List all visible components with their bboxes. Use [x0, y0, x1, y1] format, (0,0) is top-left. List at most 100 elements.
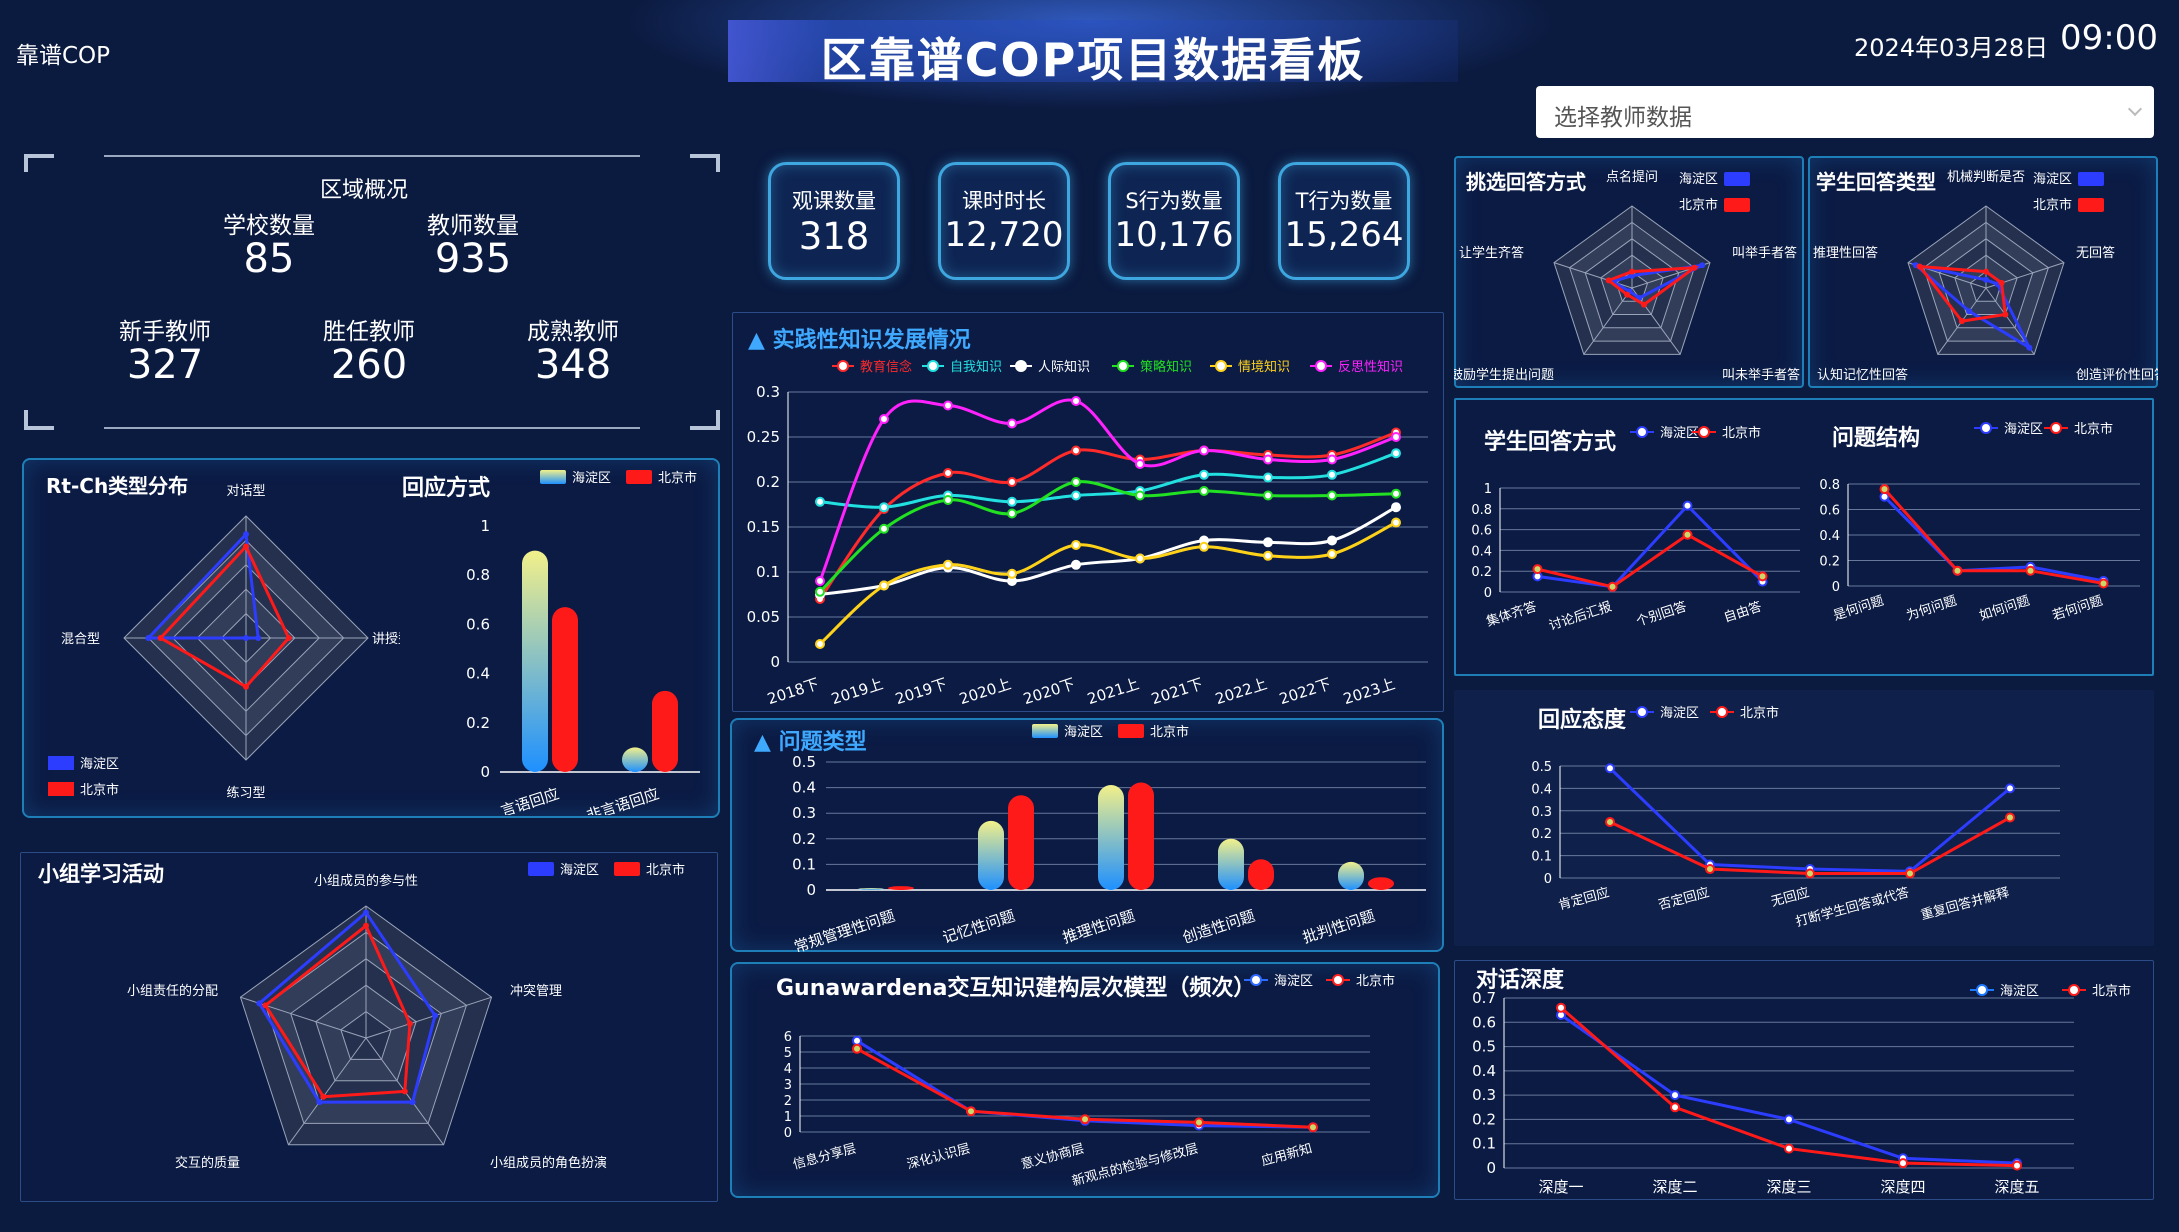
- x-tick-label: 常规管理性问题: [792, 907, 897, 952]
- bar-beijing: [888, 886, 914, 890]
- x-tick-label: 深化认识层: [905, 1141, 972, 1172]
- page-title: 区靠谱COP项目数据看板: [820, 33, 1366, 87]
- x-tick-label: 深度二: [1652, 1178, 1697, 1196]
- teacher-select[interactable]: 选择教师数据: [1536, 86, 2154, 138]
- line-point: [1391, 502, 1401, 513]
- legend-dot: [1315, 360, 1327, 372]
- legend-swatch-haidian: [528, 862, 554, 876]
- y-tick-label: 3: [784, 1078, 792, 1093]
- legend-label-haidian: 海淀区: [2000, 984, 2039, 999]
- radar-point: [1629, 268, 1635, 275]
- x-tick-label: 若何问题: [2050, 593, 2104, 624]
- group-title: 小组学习活动: [38, 862, 164, 886]
- stat-label-schools: 学校数量: [223, 213, 315, 239]
- qtype-title: ▲ 问题类型: [754, 730, 867, 755]
- legend-label-haidian: 海淀区: [560, 863, 599, 878]
- line-point: [1199, 486, 1209, 496]
- radar-point: [2002, 311, 2009, 318]
- radar-series-beijing: [1605, 265, 1700, 307]
- kpi-label: S行为数量: [1125, 189, 1223, 213]
- y-tick-label: 0.2: [1471, 565, 1492, 580]
- line-point: [815, 639, 825, 649]
- line-point: [1327, 549, 1337, 559]
- stat-value-teachers: 935: [434, 236, 512, 282]
- legend-label-haidian: 海淀区: [80, 757, 119, 772]
- line-point: [879, 414, 889, 424]
- attitude-line-chart: 海淀区 北京市 0 0.1 0.2 0.3 0.4 0.5 肯定回应 否定回应 无回应打断学生回答或…: [1531, 705, 2060, 930]
- line-point: [1263, 454, 1273, 465]
- line-series-1: [1883, 488, 2104, 585]
- y-tick-label: 0.2: [792, 830, 816, 848]
- line-point: [1135, 459, 1145, 469]
- region-frame: [24, 154, 720, 430]
- y-tick-label: 0.8: [466, 566, 490, 584]
- line-series-4: [818, 521, 1397, 646]
- line-point: [815, 586, 825, 597]
- line-point: [1007, 477, 1017, 487]
- radar-indicator-label: 鼓励学生提出问题: [1454, 367, 1554, 383]
- x-tick-label: 推理性问题: [1060, 907, 1137, 947]
- x-tick-label: 集体齐答: [1484, 599, 1538, 630]
- guna-title: Gunawardena交互知识建构层次模型（频次）: [776, 976, 1256, 1001]
- x-tick-label: 创造性问题: [1180, 907, 1257, 947]
- line-point: [2012, 1160, 2022, 1171]
- bar-haidian: [1338, 861, 1364, 890]
- bar-haidian: [1098, 785, 1124, 890]
- pick-title: 挑选回答方式: [1466, 170, 1586, 194]
- radar-point: [401, 1088, 408, 1095]
- y-tick-label: 0: [1832, 580, 1840, 595]
- stat-value-schools: 85: [243, 236, 295, 282]
- radar-indicator-label: 小组责任的分配: [127, 983, 218, 999]
- line-point: [1263, 550, 1273, 561]
- y-tick-label: 0: [1484, 586, 1492, 601]
- radar-point: [363, 909, 369, 916]
- y-tick-label: 0.5: [1531, 760, 1552, 775]
- line-point: [879, 502, 889, 513]
- kpi-value: 15,264: [1284, 215, 1404, 255]
- y-tick-label: 0.4: [1471, 544, 1492, 559]
- line-series-0: [1537, 503, 1764, 589]
- legend-dot-haidian: [1980, 422, 1992, 434]
- y-tick-label: 1: [784, 1110, 792, 1125]
- line-point: [1670, 1090, 1680, 1101]
- kpi-label: T行为数量: [1295, 189, 1393, 213]
- line-series-3: [818, 480, 1397, 593]
- x-tick-label: 讨论后汇报: [1547, 600, 1613, 634]
- qtype-panel: [730, 718, 1444, 952]
- radar-point: [243, 635, 249, 641]
- line-point: [1007, 508, 1017, 519]
- sanswer-title: 学生回答方式: [1484, 430, 1617, 455]
- y-tick-label: 1: [1484, 482, 1492, 497]
- line-point: [1391, 517, 1401, 528]
- x-tick-label: 无回应: [1769, 884, 1811, 910]
- line-point: [943, 559, 953, 570]
- line-point: [1007, 568, 1017, 579]
- y-tick-label: 0.2: [756, 473, 780, 491]
- x-tick-label: 深度三: [1766, 1178, 1811, 1196]
- line-point: [1135, 490, 1145, 501]
- y-tick-label: 0.2: [1819, 555, 1840, 570]
- y-tick-label: 0.4: [1472, 1062, 1496, 1080]
- knowledge-line-chart: 教育信念 自我知识 人际知识 策略知识 情境知识 反思性知识 0 0.05 0.1 0.15 0.2…: [747, 359, 1428, 709]
- x-tick-label: 2019下: [893, 675, 949, 709]
- line-point: [943, 495, 953, 505]
- line-point: [1905, 868, 1915, 879]
- line-point: [1327, 490, 1337, 501]
- y-tick-label: 0.4: [1819, 529, 1840, 544]
- response-bar-chart: 海淀区 北京市 0 0.2 0.4 0.6 0.8 1 言语回应 非言语回应: [466, 470, 700, 815]
- radar-point: [285, 635, 292, 641]
- radar-point: [262, 1002, 269, 1009]
- y-tick-label: 0.15: [747, 518, 780, 536]
- bar-beijing: [652, 690, 678, 772]
- legend-label: 人际知识: [1038, 359, 1090, 375]
- y-tick-label: 0.6: [1472, 1013, 1496, 1031]
- y-tick-label: 6: [784, 1030, 792, 1045]
- y-tick-label: 0.3: [1472, 1086, 1496, 1104]
- y-tick-label: 0.8: [1471, 503, 1492, 518]
- region-overview-panel: 区域概况 学校数量 85 教师数量 935 新手教师 327 胜任教师 260 …: [24, 152, 720, 432]
- line-series-2: [819, 505, 1397, 596]
- radar-point: [243, 683, 249, 690]
- legend-label-beijing: 北京市: [2092, 983, 2131, 999]
